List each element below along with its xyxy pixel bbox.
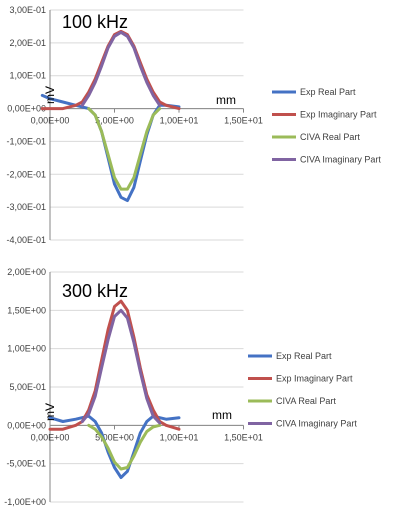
- y-tick-label: -5,00E-01: [6, 459, 46, 469]
- chart-title: 100 kHz: [62, 12, 128, 32]
- y-tick-label: -3,00E-01: [6, 202, 46, 212]
- x-tick-label: 1,50E+01: [224, 116, 263, 126]
- legend-label-exp-real-part: Exp Real Part: [300, 87, 356, 97]
- y-tick-label: 2,00E-01: [9, 38, 46, 48]
- y-tick-label: 1,50E+00: [7, 305, 46, 315]
- y-axis-label: mV: [43, 86, 57, 104]
- x-axis-label: mm: [212, 408, 232, 422]
- x-tick-label: 1,00E+01: [160, 116, 199, 126]
- legend-label-exp-imaginary-part: Exp Imaginary Part: [276, 374, 353, 384]
- y-tick-label: -4,00E-01: [6, 235, 46, 245]
- x-tick-label: 5,00E+00: [95, 116, 134, 126]
- y-tick-label: 1,00E-01: [9, 71, 46, 81]
- y-tick-label: 1,00E+00: [7, 344, 46, 354]
- legend-label-exp-imaginary-part: Exp Imaginary Part: [300, 110, 377, 120]
- x-axis-label: mm: [216, 93, 236, 107]
- y-tick-label: 2,00E+00: [7, 267, 46, 277]
- y-axis-label: mV: [43, 403, 57, 421]
- x-tick-label: 0,00E+00: [31, 116, 70, 126]
- y-tick-label: 5,00E-01: [9, 382, 46, 392]
- legend-label-exp-real-part: Exp Real Part: [276, 351, 332, 361]
- series-line-civa-imaginary-part: [80, 308, 162, 425]
- y-tick-label: 0,00E+00: [7, 420, 46, 430]
- y-tick-label: 3,00E-01: [9, 5, 46, 15]
- chart-title: 300 kHz: [62, 281, 128, 301]
- y-tick-label: -1,00E-01: [6, 136, 46, 146]
- legend-label-civa-imaginary-part: CIVA Imaginary Part: [300, 155, 381, 165]
- legend-label-civa-real-part: CIVA Real Part: [276, 396, 336, 406]
- legend-label-civa-imaginary-part: CIVA Imaginary Part: [276, 419, 357, 429]
- chart-100khz: 3,00E-01 2,00E-01 1,00E-01 0,00E+00 -1,00E-0…: [6, 5, 381, 245]
- legend-label-civa-real-part: CIVA Real Part: [300, 132, 360, 142]
- chart-300khz: 2,00E+00 1,50E+00 1,00E+00 5,00E-01 0,00E+00…: [4, 267, 357, 507]
- x-tick-label: 0,00E+00: [31, 432, 70, 442]
- x-tick-label: 5,00E+00: [95, 432, 134, 442]
- x-tick-label: 1,00E+01: [160, 432, 199, 442]
- x-tick-label: 1,50E+01: [224, 432, 263, 442]
- y-tick-label: 0,00E+00: [7, 104, 46, 114]
- y-tick-label: -1,00E+00: [4, 497, 46, 507]
- series-line-civa-real-part: [87, 107, 162, 191]
- y-tick-label: -2,00E-01: [6, 169, 46, 179]
- series-line-civa-imaginary-part: [80, 30, 162, 107]
- series-line-civa-real-part: [87, 423, 162, 471]
